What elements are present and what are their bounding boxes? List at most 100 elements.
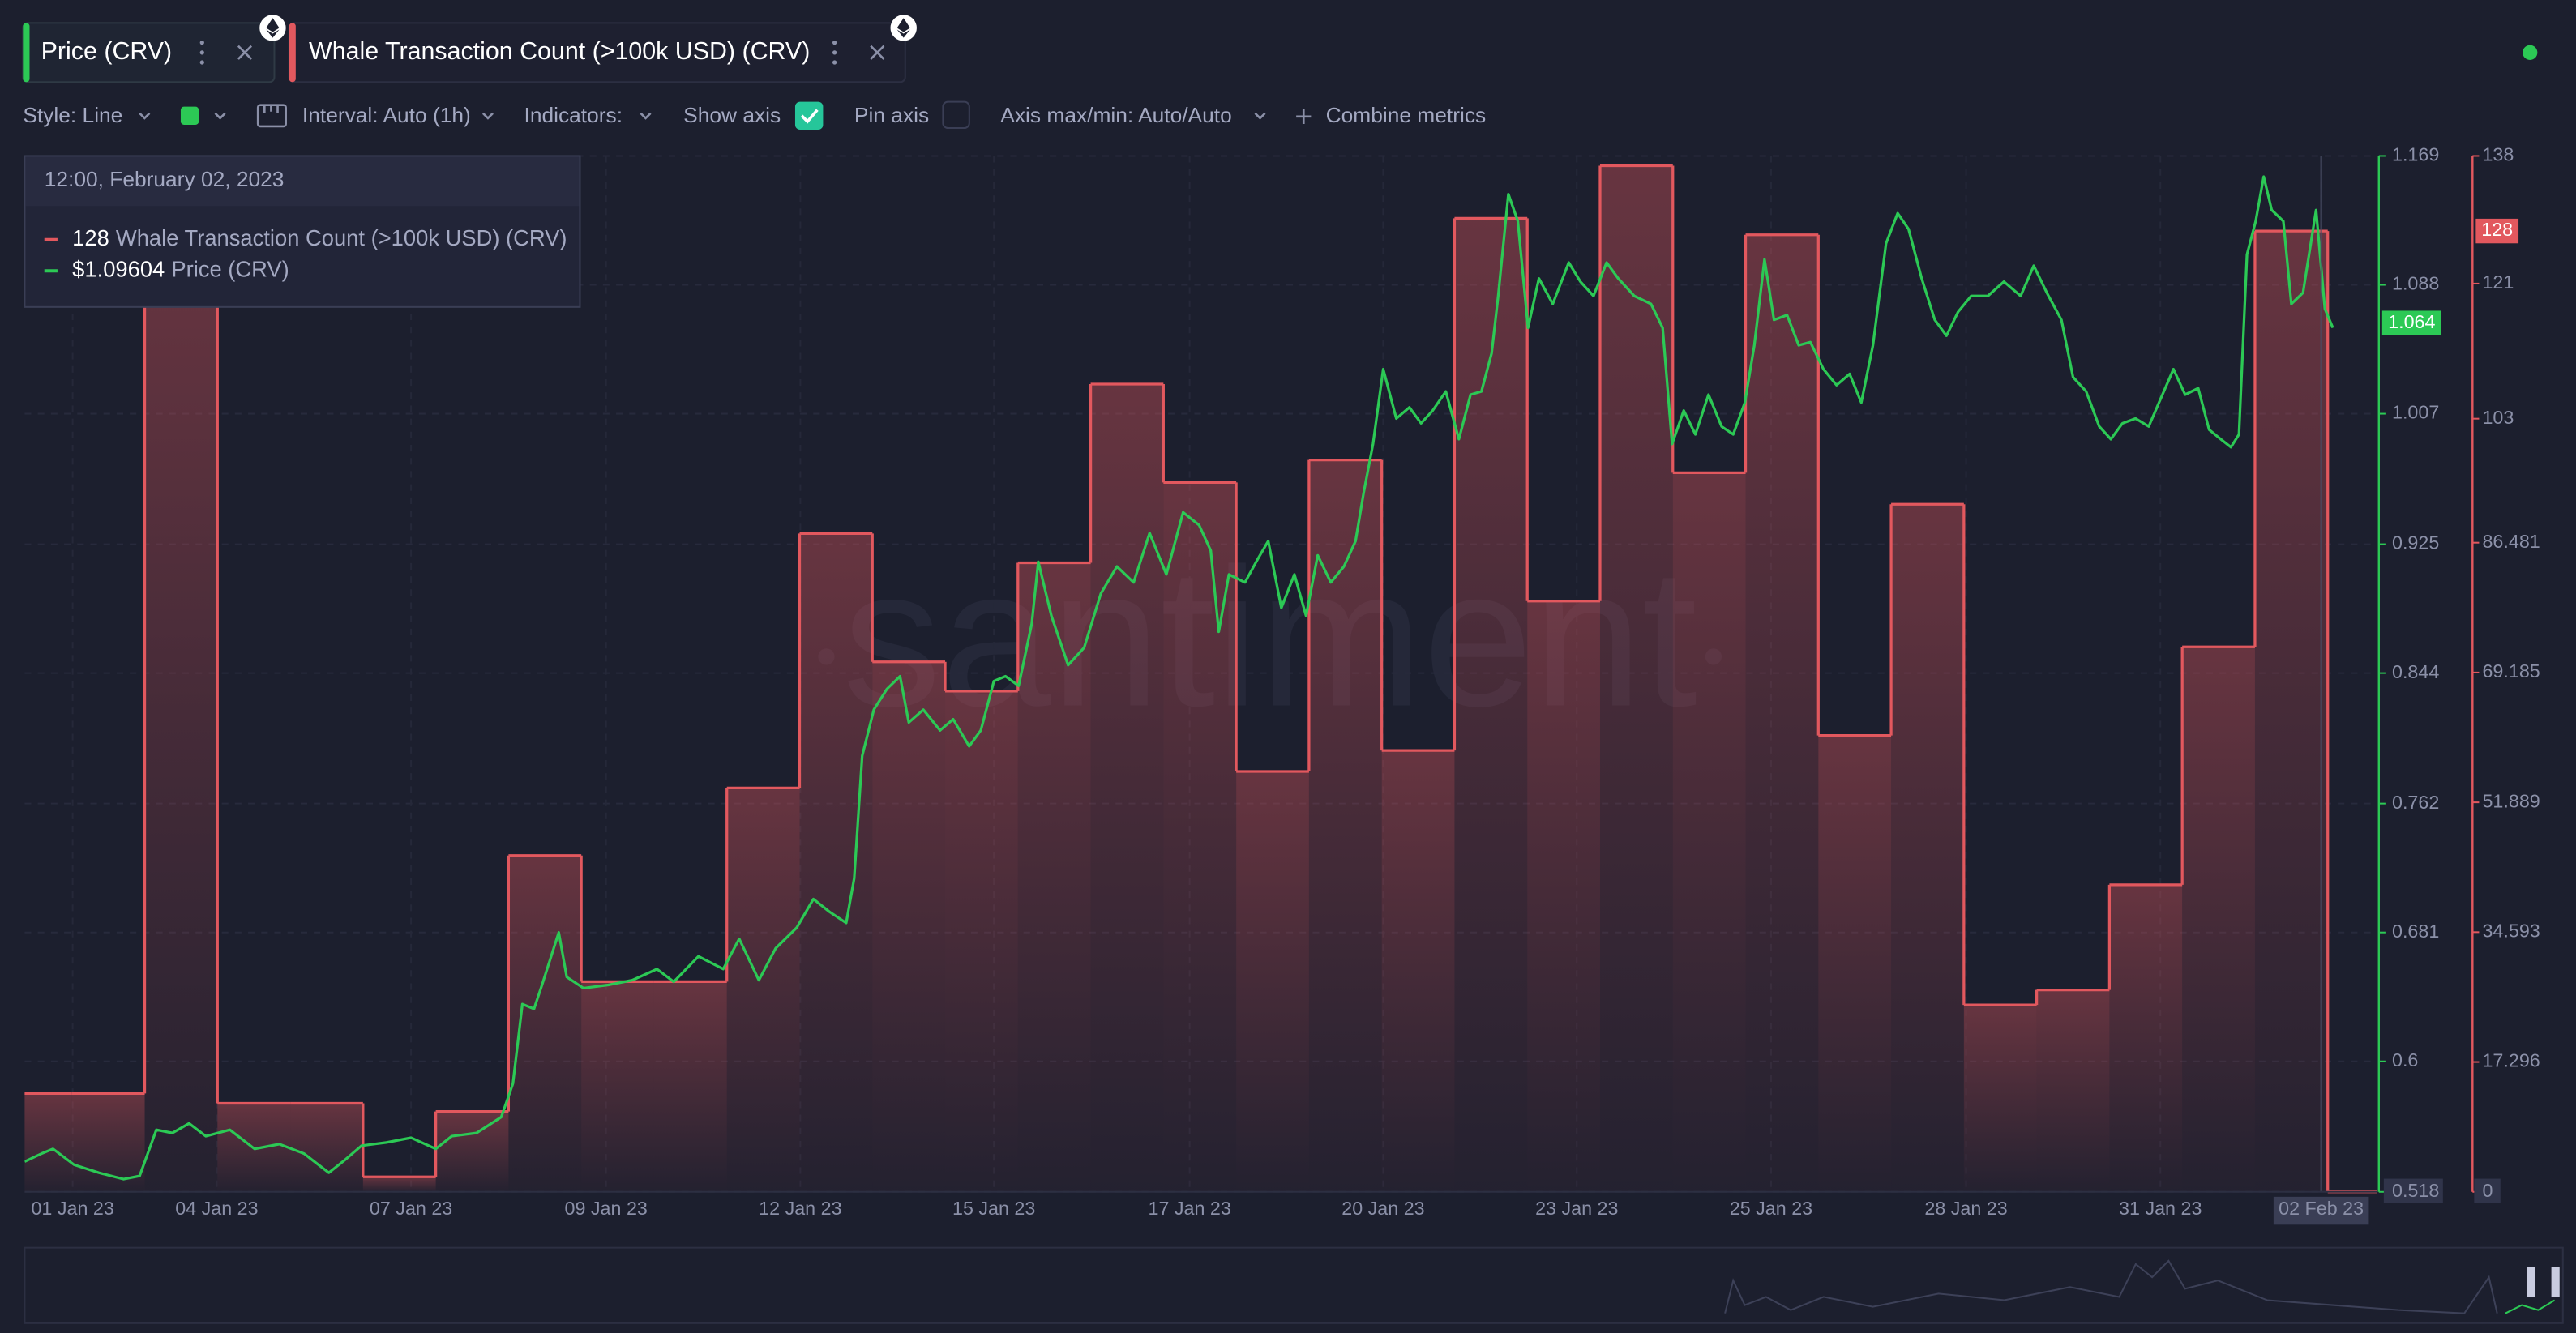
y2-tick-label: 17.296	[2482, 1050, 2540, 1071]
pin-axis-checkbox[interactable]	[942, 100, 970, 130]
axis-range-select[interactable]: Axis max/min: Auto/Auto	[1000, 103, 1231, 127]
y2-tick-label-box	[2474, 1178, 2501, 1203]
tab-menu[interactable]	[832, 41, 837, 65]
x-tick-label: 25 Jan 23	[1730, 1198, 1812, 1219]
x-tick-label: 20 Jan 23	[1341, 1198, 1424, 1219]
y-tick-label: 1.088	[2392, 273, 2439, 294]
show-axis-checkbox[interactable]	[794, 101, 824, 130]
step-area	[872, 661, 946, 1192]
step-area	[1381, 750, 1455, 1192]
y2-tick-label: 34.593	[2482, 920, 2540, 941]
y2-tick-label: 69.185	[2482, 660, 2540, 681]
step-area	[290, 1103, 363, 1192]
price-line	[24, 175, 2334, 1181]
eth-glyph	[266, 18, 280, 38]
tooltip-value: 128	[72, 225, 109, 250]
x-tick-label: 17 Jan 23	[1148, 1198, 1230, 1219]
interval-select[interactable]: Interval: Auto (1h)	[302, 103, 471, 127]
tooltip-row: 128 Whale Transaction Count (>100k USD) (…	[72, 225, 567, 250]
step-area	[1090, 384, 1164, 1192]
step-area	[581, 981, 654, 1192]
step-area	[1308, 459, 1382, 1192]
step-area	[1454, 218, 1528, 1192]
step-area	[726, 788, 800, 1192]
tooltip-value: $1.09604	[72, 256, 165, 281]
tab-close[interactable]	[237, 45, 253, 60]
x-tick-label: 01 Jan 23	[31, 1198, 113, 1219]
tooltip-series: Whale Transaction Count (>100k USD) (CRV…	[116, 225, 567, 250]
step-area	[2109, 884, 2183, 1192]
navigator-line	[1724, 1259, 2498, 1314]
x-tick-label: 28 Jan 23	[1924, 1198, 2007, 1219]
x-tick-label: 23 Jan 23	[1535, 1198, 1618, 1219]
show-axis-label[interactable]: Show axis	[683, 103, 781, 127]
status-dot	[2523, 45, 2538, 60]
y-tick-label: 1.169	[2392, 144, 2439, 165]
step-area	[362, 1177, 436, 1192]
axes: 0.518 0.6 0.681 0.762 0.844 0.925 1.007 1.088 1.…	[24, 144, 2540, 1225]
x-tick-label: 12 Jan 23	[759, 1198, 841, 1219]
x-tick-label: 09 Jan 23	[565, 1198, 648, 1219]
y2-tick-label: 51.889	[2482, 790, 2540, 811]
y2-tick-label: 103	[2482, 407, 2514, 428]
navigator-line	[2505, 1299, 2556, 1314]
combine-metrics[interactable]: Combine metrics	[1326, 103, 1487, 127]
x-tick-label: 15 Jan 23	[952, 1198, 1035, 1219]
step-area	[945, 690, 1018, 1192]
navigator-handle[interactable]	[2551, 1267, 2560, 1297]
color-picker[interactable]	[180, 106, 199, 125]
y-tick-label: 1.007	[2392, 402, 2439, 423]
y-tick-label-box	[2383, 1178, 2443, 1203]
tooltip-series: Price (CRV)	[171, 256, 289, 281]
interval-icon	[256, 104, 287, 128]
tab-color	[289, 23, 296, 83]
current-value-label: 1.064	[2388, 311, 2435, 332]
toolbar: Style: Line Interval: Auto (1h) Indicato…	[23, 100, 1487, 130]
step-area	[2182, 647, 2255, 1192]
tooltip-header	[25, 156, 580, 207]
tab-menu[interactable]	[199, 41, 204, 65]
metric-tab[interactable]: Price (CRV)	[22, 15, 286, 83]
y2-tick-label: 86.481	[2482, 531, 2540, 552]
tooltip-date: 12:00, February 02, 2023	[45, 167, 285, 191]
style-select[interactable]: Style: Line	[23, 103, 122, 127]
step-area	[1963, 1005, 2037, 1192]
step-area	[1891, 504, 1964, 1192]
y-tick-label: 0.518	[2392, 1180, 2439, 1201]
x-tick-label: 07 Jan 23	[370, 1198, 452, 1219]
y2-tick-label: 121	[2482, 271, 2514, 293]
navigator[interactable]	[24, 1246, 2564, 1324]
current-value-box	[2381, 310, 2441, 335]
step-area	[1818, 735, 1892, 1192]
y2-tick-label: 0	[2482, 1180, 2493, 1201]
step-area	[2036, 989, 2110, 1192]
tab-label[interactable]: Price (CRV)	[41, 37, 173, 65]
current-value-box	[2475, 218, 2519, 244]
navigator-frame[interactable]	[24, 1246, 2564, 1324]
tab-close[interactable]	[870, 45, 885, 60]
y-tick-label: 0.762	[2392, 792, 2439, 813]
pin-axis-label[interactable]: Pin axis	[854, 103, 929, 127]
x-tick-label: 31 Jan 23	[2119, 1198, 2202, 1219]
chevron	[640, 112, 652, 120]
interval-icon-ticks	[263, 105, 279, 113]
indicators-select[interactable]: Indicators:	[524, 103, 623, 127]
chevron	[214, 112, 226, 120]
step-area	[1527, 600, 1600, 1192]
x-tick-label: 04 Jan 23	[175, 1198, 258, 1219]
y-tick-label: 0.844	[2392, 661, 2439, 682]
tab-label[interactable]: Whale Transaction Count (>100k USD) (CRV…	[309, 37, 810, 65]
y-tick-label: 0.6	[2392, 1049, 2418, 1070]
tab-color	[23, 23, 30, 83]
step-area	[435, 1111, 509, 1192]
plus-icon	[1296, 109, 1312, 124]
y-tick-label: 0.681	[2392, 921, 2439, 942]
eth-glyph	[896, 18, 910, 38]
checkmark	[800, 109, 819, 124]
x-tick-label: 02 Feb 23	[2279, 1198, 2364, 1219]
metric-tab[interactable]: Whale Transaction Count (>100k USD) (CRV…	[288, 15, 917, 83]
chevron	[481, 112, 494, 120]
navigator-handle[interactable]	[2527, 1267, 2535, 1297]
